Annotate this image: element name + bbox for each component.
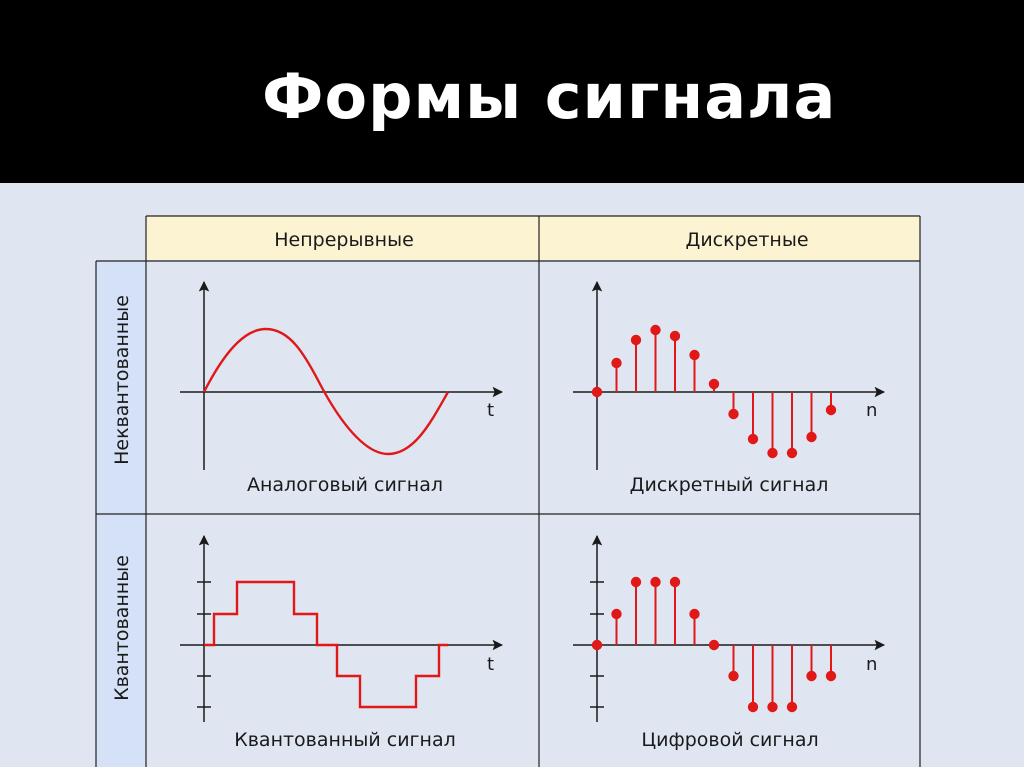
discrete-axis-label: n (866, 400, 877, 421)
row-header-unquantized: Неквантованные (111, 295, 133, 465)
analog-signal-panel: t Аналоговый сигнал (180, 280, 504, 496)
digital-sample-dot (591, 639, 603, 651)
digital-sample-dot (708, 639, 720, 651)
digital-sample-dot (669, 576, 681, 588)
discrete-sample-dot (767, 447, 778, 459)
discrete-sample-dot (747, 433, 759, 445)
digital-sample-dot (650, 576, 661, 588)
slide-title: Формы сигнала (262, 60, 837, 133)
discrete-sample-dot (669, 330, 681, 342)
discrete-sample-dot (728, 408, 739, 420)
discrete-caption: Дискретный сигнал (630, 474, 829, 496)
quantized-axis-label: t (487, 654, 494, 675)
digital-sample-dot (689, 608, 700, 620)
discrete-sample-dot (650, 324, 661, 336)
discrete-sample-dot (630, 334, 642, 346)
digital-sample-dot (630, 576, 642, 588)
discrete-signal-panel: n Дискретный сигнал (573, 280, 886, 496)
analog-sine-curve (202, 327, 450, 456)
discrete-samples (591, 324, 837, 459)
discrete-sample-dot (611, 357, 622, 369)
digital-caption: Цифровой сигнал (641, 729, 818, 751)
digital-samples (591, 576, 837, 713)
digital-sample-dot (611, 608, 622, 620)
digital-sample-dot (728, 670, 739, 682)
column-header-row (146, 216, 920, 260)
digital-sample-dot (825, 670, 837, 682)
discrete-sample-dot (591, 386, 603, 398)
column-header-discrete: Дискретные (685, 229, 808, 251)
discrete-sample-dot (806, 431, 817, 443)
digital-sample-dot (786, 701, 798, 713)
digital-sample-dot (767, 701, 778, 713)
quantized-level-ticks (197, 581, 211, 708)
quantized-caption: Квантованный сигнал (234, 729, 456, 751)
discrete-sample-dot (708, 378, 720, 390)
slide-title-bar (0, 0, 1024, 183)
table-grid (95, 215, 921, 767)
digital-level-ticks (590, 581, 604, 708)
discrete-sample-dot (689, 349, 700, 361)
quantized-signal-panel: t Квантованный сигнал (180, 534, 504, 751)
digital-sample-dot (747, 701, 759, 713)
analog-axis-label: t (487, 400, 494, 421)
analog-caption: Аналоговый сигнал (247, 474, 443, 496)
digital-axis-label: n (866, 654, 877, 675)
row-header-quantized: Квантованные (111, 555, 133, 701)
discrete-sample-dot (786, 447, 798, 459)
discrete-sample-dot (825, 404, 837, 416)
digital-sample-dot (806, 670, 817, 682)
quantized-step-curve (204, 580, 448, 709)
digital-signal-panel: n Цифровой сигнал (573, 534, 886, 751)
column-header-continuous: Непрерывные (274, 229, 414, 251)
